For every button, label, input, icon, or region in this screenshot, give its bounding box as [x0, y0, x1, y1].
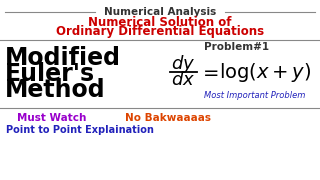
Text: Point to Point Explaination: Point to Point Explaination — [6, 125, 154, 135]
Text: Must Watch: Must Watch — [17, 113, 87, 123]
Text: $=$: $=$ — [199, 63, 219, 81]
Text: Modified: Modified — [5, 46, 121, 70]
Text: Problem#1: Problem#1 — [204, 42, 269, 52]
Text: Most Important Problem: Most Important Problem — [204, 91, 306, 100]
Text: Numerical Solution of: Numerical Solution of — [88, 15, 232, 28]
Text: Ordinary Differential Equations: Ordinary Differential Equations — [56, 26, 264, 39]
Text: No Bakwaaaas: No Bakwaaaas — [125, 113, 211, 123]
Text: $dx$: $dx$ — [171, 71, 195, 89]
Text: $\log(x+y)$: $\log(x+y)$ — [219, 60, 311, 84]
Text: Numerical Analysis: Numerical Analysis — [104, 7, 216, 17]
Text: Method: Method — [5, 78, 106, 102]
Text: Euler's: Euler's — [5, 62, 95, 86]
Text: $dy$: $dy$ — [171, 53, 195, 75]
